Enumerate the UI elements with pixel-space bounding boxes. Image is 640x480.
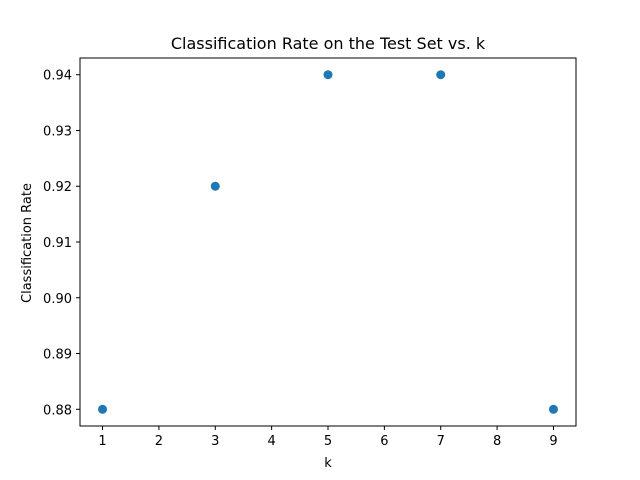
x-tick-label: 6: [380, 434, 388, 449]
x-axis-ticks: 1 2 3 4 5 6 7 8 9: [98, 426, 558, 449]
data-points: [98, 70, 558, 414]
x-tick-label: 9: [549, 434, 557, 449]
x-tick-label: 5: [324, 434, 332, 449]
data-point: [436, 70, 446, 80]
data-point: [98, 404, 108, 414]
y-tick-label: 0.94: [43, 69, 72, 84]
axes-frame: [79, 57, 577, 427]
y-tick-label: 0.93: [43, 124, 72, 139]
data-point: [323, 70, 333, 80]
y-axis-label: Classification Rate: [20, 183, 35, 303]
y-tick-label: 0.91: [43, 236, 72, 251]
data-point: [548, 404, 558, 414]
y-tick-label: 0.89: [43, 348, 72, 363]
x-tick-label: 8: [493, 434, 501, 449]
x-tick-label: 4: [267, 434, 275, 449]
y-axis-ticks: 0.88 0.89 0.90 0.91 0.92 0.93 0.94: [43, 69, 80, 418]
x-tick-label: 2: [155, 434, 163, 449]
chart-title: Classification Rate on the Test Set vs. …: [171, 34, 486, 53]
x-tick-label: 1: [98, 434, 106, 449]
y-tick-label: 0.90: [43, 292, 72, 307]
plot-area: 1 2 3 4 5 6 7 8 9 0.88 0.89 0.90 0.91 0.92 0.93 0.94: [43, 57, 577, 449]
x-tick-label: 7: [437, 434, 445, 449]
y-tick-label: 0.92: [43, 180, 72, 195]
data-point: [210, 181, 220, 191]
x-axis-label: k: [324, 456, 332, 471]
x-tick-label: 3: [211, 434, 219, 449]
y-tick-label: 0.88: [43, 403, 72, 418]
